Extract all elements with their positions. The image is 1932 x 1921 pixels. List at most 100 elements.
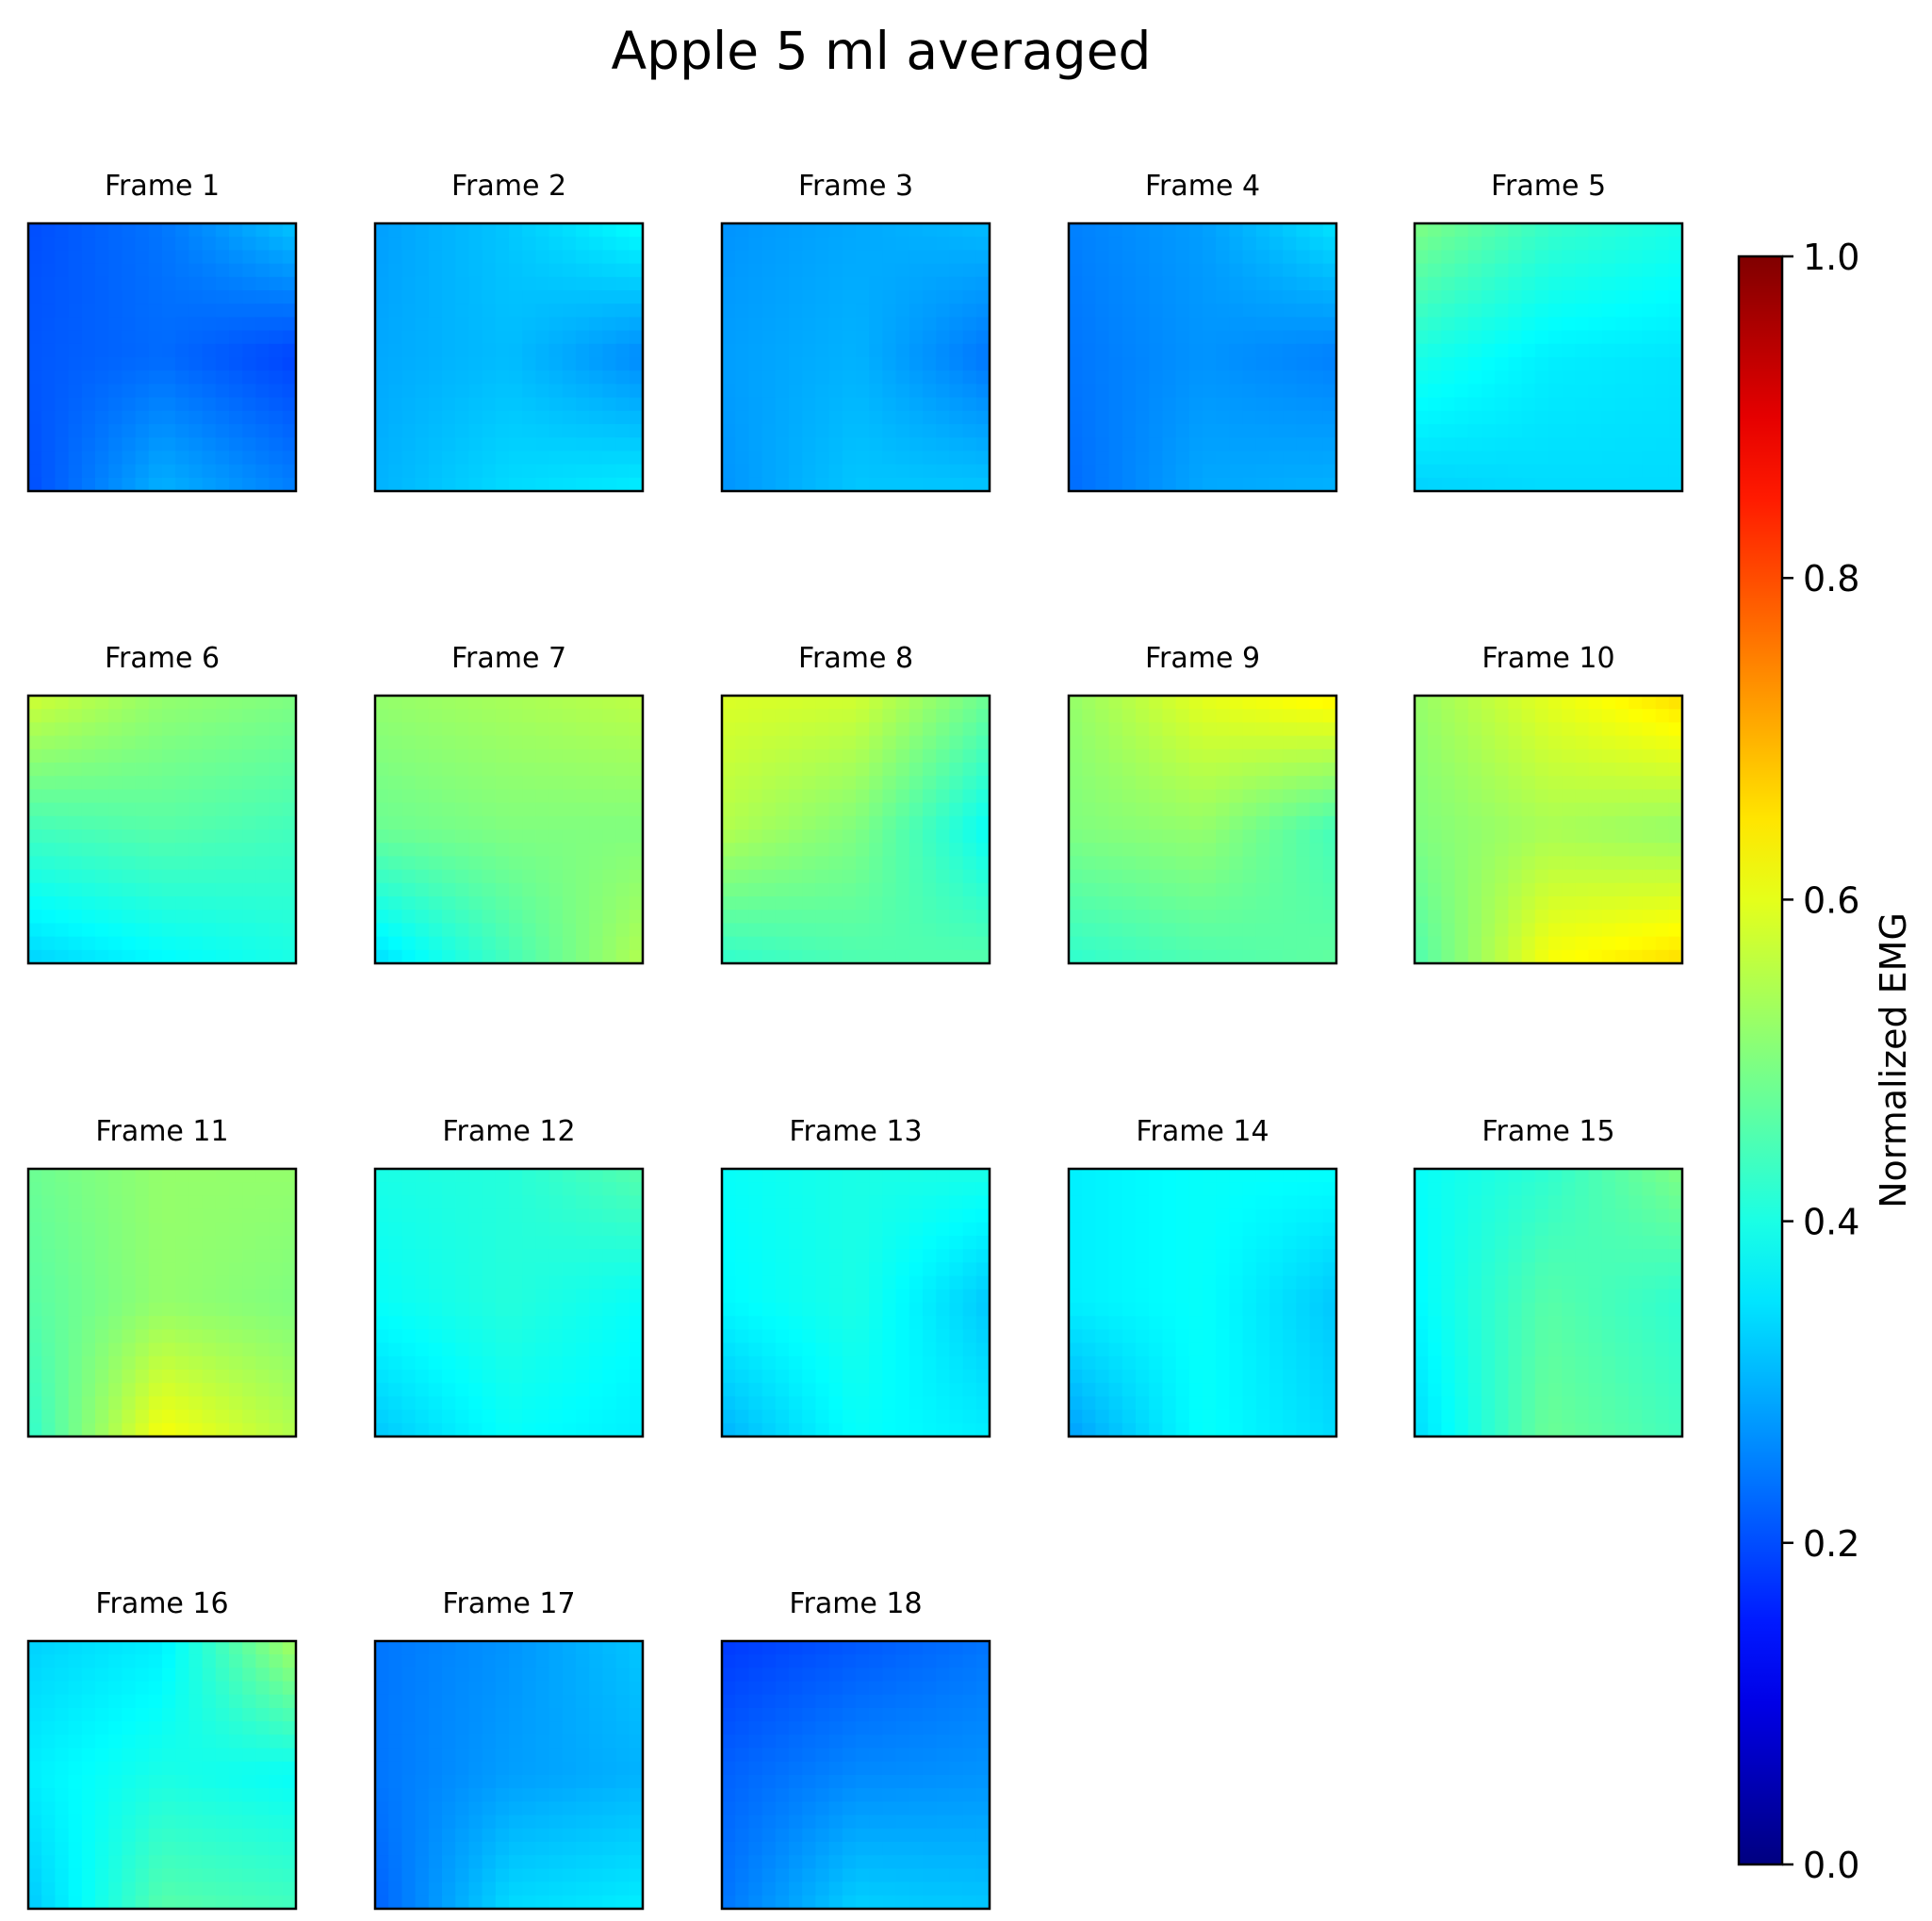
- heatmap-cell: [229, 343, 243, 358]
- heatmap-cell: [468, 815, 483, 830]
- heatmap-cell: [1188, 910, 1203, 924]
- heatmap-cell: [722, 1249, 736, 1263]
- heatmap-cell: [68, 735, 83, 750]
- heatmap-cell: [589, 910, 603, 924]
- heatmap-cell: [1069, 370, 1083, 385]
- heatmap-cell: [1108, 856, 1123, 871]
- heatmap-cell: [215, 1169, 230, 1183]
- heatmap-cell: [789, 451, 803, 466]
- heatmap-cell: [1428, 856, 1442, 871]
- heatmap-cell: [949, 410, 964, 425]
- heatmap-cell: [202, 923, 217, 938]
- heatmap-cell: [375, 370, 389, 385]
- heatmap-cell: [482, 923, 497, 938]
- heatmap-cell: [375, 829, 389, 844]
- heatmap-cell: [1269, 696, 1284, 710]
- heatmap-cell: [442, 1409, 456, 1424]
- heatmap-cell: [375, 1383, 389, 1397]
- heatmap-cell: [1149, 882, 1163, 897]
- heatmap-cell: [629, 1222, 643, 1237]
- heatmap-cell: [1562, 802, 1576, 817]
- heatmap-cell: [775, 896, 790, 911]
- heatmap-cell: [28, 464, 42, 479]
- heatmap-cell: [1242, 370, 1257, 385]
- heatmap-cell: [1467, 437, 1482, 452]
- heatmap-cell: [68, 843, 83, 857]
- heatmap-cell: [215, 410, 230, 425]
- heatmap-cell: [509, 869, 523, 884]
- heatmap-cell: [923, 250, 937, 265]
- heatmap-cell: [1175, 936, 1190, 951]
- heatmap-cell: [1283, 451, 1297, 466]
- heatmap-cell: [1175, 869, 1190, 884]
- heatmap-cell: [229, 410, 243, 425]
- heatmap-cell: [1229, 357, 1244, 371]
- heatmap-cell: [522, 856, 536, 871]
- heatmap-cell: [548, 1355, 564, 1371]
- heatmap-cell: [856, 910, 870, 924]
- heatmap-cell: [1521, 397, 1536, 412]
- heatmap-cell: [735, 410, 749, 425]
- heatmap-cell: [482, 735, 497, 750]
- heatmap-cell: [162, 923, 176, 938]
- heatmap-cell: [1415, 923, 1429, 938]
- heatmap-cell: [1508, 317, 1523, 332]
- heatmap-cell: [629, 1370, 643, 1384]
- heatmap-cell: [255, 1222, 270, 1237]
- heatmap-cell: [1601, 397, 1616, 412]
- heatmap-cell: [602, 276, 617, 291]
- heatmap-cell: [722, 317, 736, 332]
- heatmap-cell: [842, 304, 857, 318]
- heatmap-cell: [55, 357, 70, 371]
- heatmap-cell: [936, 437, 950, 452]
- heatmap-cell: [802, 1249, 816, 1263]
- heatmap-cell: [909, 923, 924, 938]
- heatmap-cell: [522, 843, 536, 857]
- heatmap-cell: [401, 343, 417, 358]
- heatmap-cell: [1283, 304, 1297, 318]
- heatmap-cell: [602, 722, 617, 737]
- heatmap-cell: [856, 722, 870, 737]
- heatmap-cell: [1548, 829, 1563, 844]
- heatmap-cell: [95, 1249, 109, 1263]
- heatmap-cell: [1508, 451, 1523, 466]
- heatmap-cell: [455, 1409, 469, 1424]
- heatmap-cell: [1216, 949, 1230, 963]
- heatmap-cell: [576, 910, 590, 924]
- heatmap-cell: [1283, 384, 1297, 399]
- heatmap-cell: [1508, 735, 1523, 750]
- heatmap-cell: [1601, 304, 1616, 318]
- heatmap-cell: [55, 1316, 70, 1330]
- heatmap-cell: [162, 1422, 176, 1437]
- heatmap-cell: [615, 1222, 630, 1237]
- heatmap-cell: [135, 869, 150, 884]
- heatmap-cell: [629, 923, 643, 938]
- heatmap-cell: [188, 1195, 204, 1210]
- heatmap-cell: [188, 1236, 204, 1250]
- heatmap-cell: [1175, 330, 1190, 345]
- heatmap-cell: [1108, 696, 1123, 710]
- heatmap-cell: [68, 802, 83, 817]
- heatmap-cell: [535, 384, 550, 399]
- heatmap-cell: [175, 789, 189, 804]
- heatmap-cell: [1162, 829, 1177, 844]
- heatmap-cell: [175, 1316, 189, 1330]
- heatmap-cell: [81, 923, 96, 938]
- heatmap-cell: [202, 1303, 217, 1317]
- heatmap-cell: [802, 722, 816, 737]
- heatmap-cell: [1082, 936, 1096, 951]
- heatmap-cell: [68, 1289, 83, 1304]
- heatmap-cell: [1454, 696, 1469, 710]
- heatmap-cell: [1588, 290, 1603, 304]
- heatmap-cell: [535, 1169, 550, 1183]
- heatmap-cell: [269, 1422, 284, 1437]
- heatmap-cell: [242, 776, 256, 790]
- heatmap-cell: [1082, 923, 1096, 938]
- heatmap-cell: [1069, 829, 1083, 844]
- heatmap-cell: [1175, 357, 1190, 371]
- heatmap-cell: [415, 815, 430, 830]
- heatmap-cell: [856, 896, 870, 911]
- heatmap-cell: [1296, 237, 1311, 251]
- heatmap-cell: [175, 910, 189, 924]
- heatmap-cell: [509, 397, 523, 412]
